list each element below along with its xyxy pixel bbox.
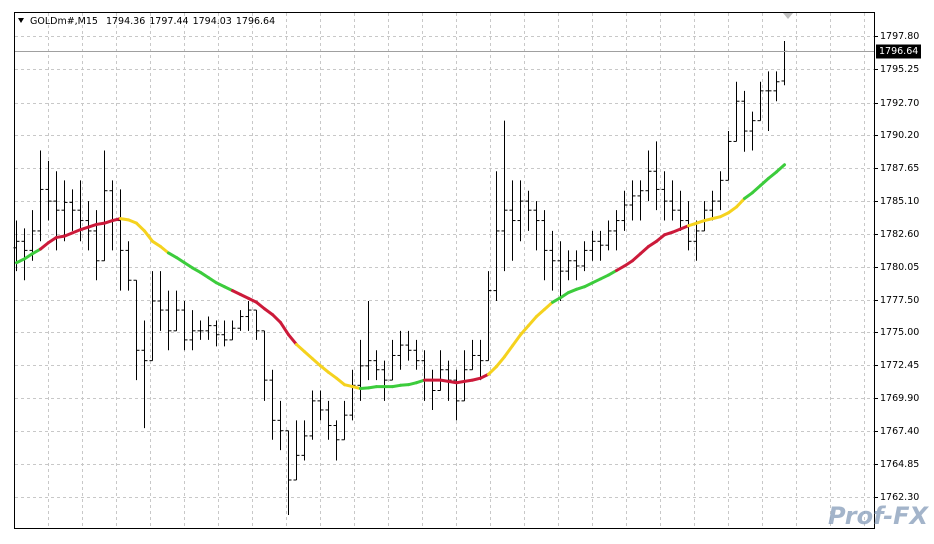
ma-segment [279,320,290,337]
ma-segment [47,235,58,245]
ma-segment [263,307,274,317]
ma-segment [191,266,202,274]
ma-segment [615,264,626,272]
ma-segment [775,163,786,174]
y-tick-label: 1780.05 [880,262,919,273]
watermark: Prof-FX [828,502,930,530]
ma-segment [535,307,546,319]
ma-segment [607,269,618,277]
ma-segment [135,221,146,233]
ma-segment [751,184,762,195]
ma-segment [631,252,642,263]
ma-segment [327,370,338,380]
ma-segment [743,191,754,201]
y-tick-label: 1762.30 [880,492,919,503]
y-tick-label: 1795.25 [880,64,919,75]
shift-marker [783,13,793,19]
y-tick-label: 1787.65 [880,163,919,174]
y-tick-label: 1777.50 [880,295,919,306]
ma-segment [271,313,282,324]
y-tick-label: 1782.60 [880,229,919,240]
y-tick-label: 1775.00 [880,327,919,338]
ma-segment [303,350,314,361]
close-value: 1796.64 [236,16,275,27]
ma-segment [183,261,194,270]
high-value: 1797.44 [149,16,188,27]
ma-segment [735,197,746,209]
y-axis: 1797.80 1795.25 1792.70 1790.20 1787.65 1785.… [874,31,921,503]
ma-segment [551,296,562,304]
ma-segment [543,300,554,311]
ma-segment [31,247,42,256]
ma-segment [207,276,218,285]
y-tick-label: 1797.80 [880,31,919,42]
ma-segment [151,239,162,249]
ma-segment [727,205,738,215]
y-tick-label: 1785.10 [880,196,919,207]
y-tick-label: 1792.70 [880,98,919,109]
ma-segment [23,252,34,261]
ma-segment [759,176,770,188]
ma-segment [503,344,514,359]
menu-arrow[interactable] [18,18,24,23]
ma-segment [199,270,210,280]
y-tick-label: 1772.45 [880,360,919,371]
ma-segment [175,256,186,265]
low-value: 1794.03 [193,16,232,27]
ma-segment [487,364,498,376]
ma-segment [255,300,266,311]
y-tick-label: 1767.40 [880,426,919,437]
ma-segment [655,233,666,243]
ma-segment [495,355,506,368]
symbol: GOLDm#,M15 [30,16,98,27]
ma-segment [159,245,170,255]
ma-segment [511,333,522,348]
chart-header: GOLDm#,M15 1794.36 1797.44 1794.03 1796.64 [30,16,275,27]
ma-segment [319,364,330,374]
ma-segment [295,342,306,354]
ma-segment [311,357,322,368]
ma-segment [639,245,650,256]
y-tick-label: 1764.85 [880,459,919,470]
ma-segment [647,239,658,249]
plot [13,41,874,516]
ma-segment [767,170,778,180]
ma-segment [143,229,154,243]
current-price-box [876,44,921,59]
ma-segment [527,315,538,328]
ma-segment [519,324,530,337]
ma-segment [335,376,346,387]
plot-frame [14,12,875,529]
ma-segment [167,251,178,260]
open-value: 1794.36 [106,16,145,27]
y-tick-label: 1790.20 [880,130,919,141]
ma-segment [39,241,50,251]
ma-segment [287,333,298,346]
grid [15,13,874,528]
ma-segment [559,291,570,300]
y-tick-label: 1769.90 [880,393,919,404]
ma-segment [623,259,634,268]
current-price-label: 1796.64 [879,46,918,57]
